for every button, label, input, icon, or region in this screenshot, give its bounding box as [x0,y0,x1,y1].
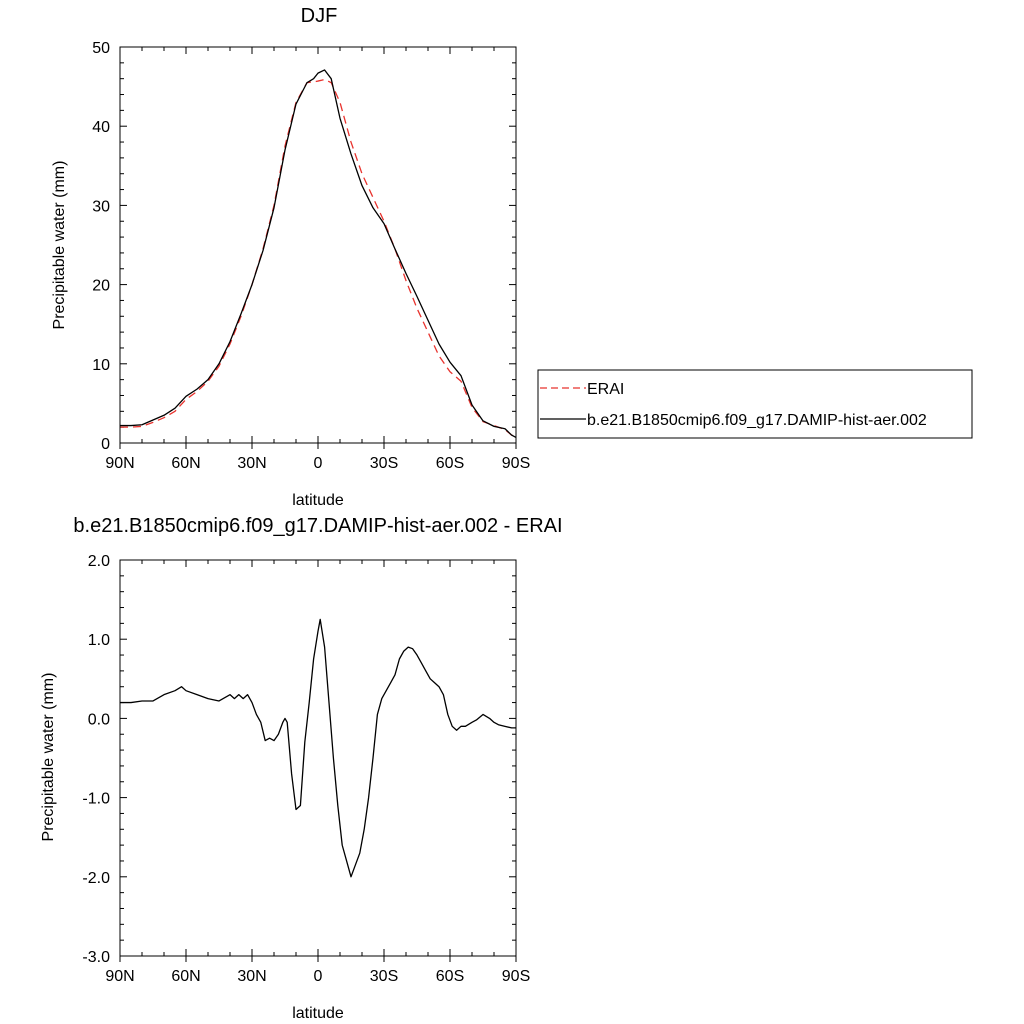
x-tick-label: 30N [237,968,266,985]
legend-label-model: b.e21.B1850cmip6.f09_g17.DAMIP-hist-aer.… [587,412,927,429]
series-lines [120,69,517,439]
series-line-difference [120,618,516,878]
x-tick-label: 30S [370,968,398,985]
legend: ERAI b.e21.B1850cmip6.f09_g17.DAMIP-hist… [537,369,973,439]
y-tick-label: -2.0 [82,870,110,887]
y-tick-label: -1.0 [82,791,110,808]
x-tick-label: 60S [436,455,464,472]
y-tick-label: 40 [92,119,110,136]
chart-title: DJF [301,5,338,27]
plot-frame [119,46,517,444]
y-tick-label: 30 [92,198,110,215]
x-tick-label: 30S [370,455,398,472]
axis-ticks: 90N 60N 30N 0 30S 60S 90S -3.0 -2.0 -1.0 0.0 1.0 2.0 [82,553,530,985]
y-tick-label: 50 [92,40,110,57]
x-tick-label: 90N [105,968,134,985]
plot-frame [119,559,517,957]
x-tick-label: 60N [171,455,200,472]
x-axis-label: latitude [292,1005,344,1022]
x-tick-label: 90S [502,455,530,472]
axis-ticks: 90N 60N 30N 0 30S 60S 90S 0 10 20 30 40 50 [92,40,530,472]
y-tick-label: 10 [92,357,110,374]
x-tick-label: 0 [314,968,323,985]
x-axis-label: latitude [292,492,344,509]
x-tick-label: 0 [314,455,323,472]
legend-label-erai: ERAI [587,381,624,398]
y-tick-label: 20 [92,278,110,295]
y-axis-label: Precipitable water (mm) [40,673,57,842]
y-tick-label: 1.0 [88,632,110,649]
y-tick-label: 2.0 [88,553,110,570]
y-tick-label: 0.0 [88,711,110,728]
x-tick-label: 90N [105,455,134,472]
precipitable-water-plot: DJF Precipitable water (mm) latitude 90N… [51,5,530,509]
chart-title: b.e21.B1850cmip6.f09_g17.DAMIP-hist-aer.… [73,515,562,537]
difference-plot: b.e21.B1850cmip6.f09_g17.DAMIP-hist-aer.… [40,515,563,1022]
series-line-erai [120,78,517,438]
y-tick-label: -3.0 [82,949,110,966]
series-lines [120,618,516,878]
x-tick-label: 90S [502,968,530,985]
x-tick-label: 60N [171,968,200,985]
y-tick-label: 0 [101,436,110,453]
x-tick-label: 30N [237,455,266,472]
legend-box [537,369,973,439]
series-line-b-e21-b1850cmip6-f09-g17-damip-hist-aer-002 [120,69,517,439]
y-axis-label: Precipitable water (mm) [51,161,68,330]
x-tick-label: 60S [436,968,464,985]
